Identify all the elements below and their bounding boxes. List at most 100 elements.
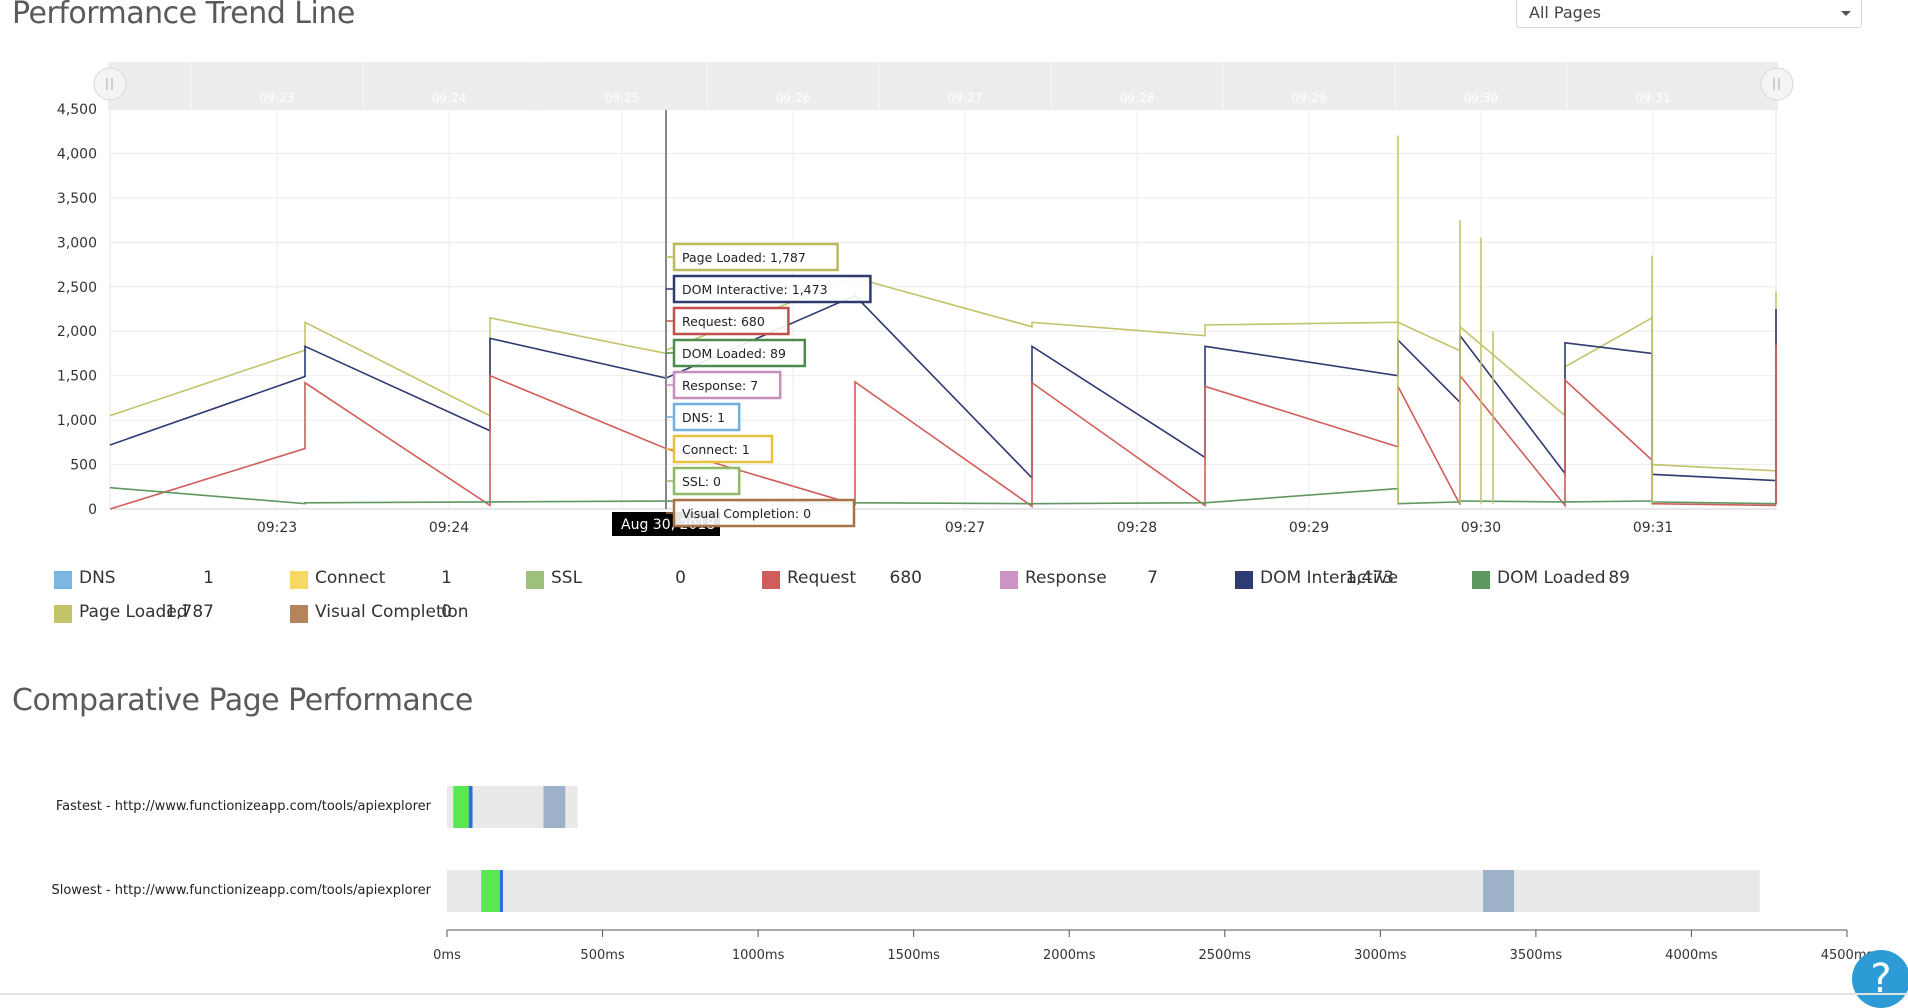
tooltip-text: Visual Completion: 0 <box>682 506 811 521</box>
x-tick-label: 09:24 <box>429 520 469 536</box>
navigator-tick-label: 09:26 <box>776 91 811 105</box>
navigator-tick-label: 09:23 <box>260 91 295 105</box>
comp-x-tick-label: 3500ms <box>1510 948 1563 963</box>
tooltip-text: DNS: 1 <box>682 410 725 425</box>
x-tick-label: 09:30 <box>1461 520 1501 536</box>
navigator-tick-label: 09:28 <box>1120 91 1155 105</box>
divider <box>0 993 1908 995</box>
comp-bar-blue <box>499 870 503 912</box>
legend-swatch <box>526 571 544 589</box>
tooltip-box <box>672 466 741 496</box>
chevron-down-icon <box>1841 11 1851 16</box>
tooltip-text: SSL: 0 <box>682 474 721 489</box>
legend-label: DOM Interactive <box>1260 568 1399 588</box>
tooltip-box <box>672 498 856 528</box>
trend-chart: 09:23 09:24 09:25 09:26 09:27 09:28 09:29 09:30… <box>57 62 1794 536</box>
series-line-page-loaded <box>109 277 1777 472</box>
dropdown-selected-value: All Pages <box>1529 3 1601 22</box>
y-tick-label: 2,000 <box>57 324 97 340</box>
legend-label: DNS <box>79 568 116 588</box>
legend-label: Connect <box>315 568 386 588</box>
tooltip-text: DOM Interactive: 1,473 <box>682 282 828 297</box>
series-line-dom-interactive <box>109 294 1777 482</box>
navigator-tick-label: 09:30 <box>1464 91 1499 105</box>
comp-bar-total <box>447 870 1760 912</box>
x-tick-label: 09:28 <box>1117 520 1157 536</box>
y-tick-label: 1,000 <box>57 413 97 429</box>
pages-dropdown[interactable]: All Pages <box>1516 0 1862 28</box>
navigator-right-handle[interactable] <box>1760 67 1794 101</box>
tooltip-box <box>672 338 807 368</box>
comp-bar-green <box>481 870 500 912</box>
legend-value: 7 <box>1147 568 1158 588</box>
comp-x-tick-label: 500ms <box>580 948 624 963</box>
page-title: Performance Trend Line <box>12 0 355 31</box>
comp-bar-gray-blue <box>1483 870 1515 912</box>
comp-x-tick-label: 2500ms <box>1199 948 1252 963</box>
legend-label: Visual Completion <box>315 602 469 622</box>
legend-label: Page Loaded <box>79 602 188 622</box>
x-tick-label: 09:23 <box>257 520 297 536</box>
tooltip-text: DOM Loaded: 89 <box>682 346 786 361</box>
legend-label: Response <box>1025 568 1107 588</box>
legend-value: 1,787 <box>165 602 214 622</box>
tooltip-box <box>672 402 741 432</box>
y-tick-label: 1,500 <box>57 369 97 385</box>
comp-x-tick-label: 3000ms <box>1354 948 1407 963</box>
navigator-tick-label: 09:29 <box>1292 91 1327 105</box>
navigator-left-handle[interactable] <box>93 67 127 101</box>
tooltip-text: Response: 7 <box>682 378 758 393</box>
legend-swatch <box>1472 571 1490 589</box>
tooltip-box <box>672 370 782 400</box>
navigator-tick-label: 09:25 <box>605 91 640 105</box>
series-spikes <box>1397 135 1777 505</box>
comp-x-tick-label: 0ms <box>433 948 461 963</box>
tooltip-box <box>672 274 872 304</box>
navigator-tick-label: 09:24 <box>432 91 467 105</box>
y-tick-label: 4,000 <box>57 146 97 162</box>
legend-value: 1,473 <box>1345 568 1394 588</box>
y-tick-label: 3,500 <box>57 191 97 207</box>
legend-swatch <box>290 605 308 623</box>
help-button[interactable]: ? <box>1852 950 1908 1008</box>
legend-value: 0 <box>441 602 452 622</box>
comp-row-label: Slowest - http://www.functionizeapp.com/… <box>51 883 431 898</box>
legend-swatch <box>1235 571 1253 589</box>
comp-bar-gray-blue <box>543 786 566 828</box>
legend-label: SSL <box>551 568 583 588</box>
tooltip-text: Page Loaded: 1,787 <box>682 250 806 265</box>
tooltip-box <box>672 306 790 336</box>
tooltip-text: Request: 680 <box>682 314 765 329</box>
legend-value: 89 <box>1608 568 1630 588</box>
y-tick-label: 2,500 <box>57 280 97 296</box>
legend-value: 0 <box>675 568 686 588</box>
question-icon: ? <box>1870 956 1892 1002</box>
y-tick-label: 500 <box>70 458 97 474</box>
series-line-dom-loaded <box>109 486 1777 505</box>
navigator-band <box>108 62 1778 110</box>
y-tick-label: 3,000 <box>57 235 97 251</box>
series-line-request <box>109 373 1777 510</box>
comp-row-label: Fastest - http://www.functionizeapp.com/… <box>56 799 432 814</box>
y-tick-label: 4,500 <box>57 102 97 118</box>
comp-x-tick-label: 2000ms <box>1043 948 1096 963</box>
comp-x-tick-label: 1500ms <box>887 948 940 963</box>
x-tick-label: 09:27 <box>945 520 985 536</box>
comp-bar-total <box>447 786 578 828</box>
legend-swatch <box>1000 571 1018 589</box>
comp-x-tick-label: 1000ms <box>732 948 785 963</box>
comp-bar-green <box>453 786 469 828</box>
legend-label: DOM Loaded <box>1497 568 1606 588</box>
y-tick-label: 0 <box>88 502 97 518</box>
legend-value: 1 <box>441 568 452 588</box>
x-tick-label: 09:31 <box>1633 520 1673 536</box>
legend-value: 1 <box>203 568 214 588</box>
tooltip-text: Connect: 1 <box>682 442 750 457</box>
legend-swatch <box>54 571 72 589</box>
legend-swatch <box>762 571 780 589</box>
legend-swatch <box>54 605 72 623</box>
x-tick-label: 09:29 <box>1289 520 1329 536</box>
comp-x-tick-label: 4000ms <box>1665 948 1718 963</box>
comp-bar-blue <box>468 786 473 828</box>
legend-value: 680 <box>889 568 922 588</box>
